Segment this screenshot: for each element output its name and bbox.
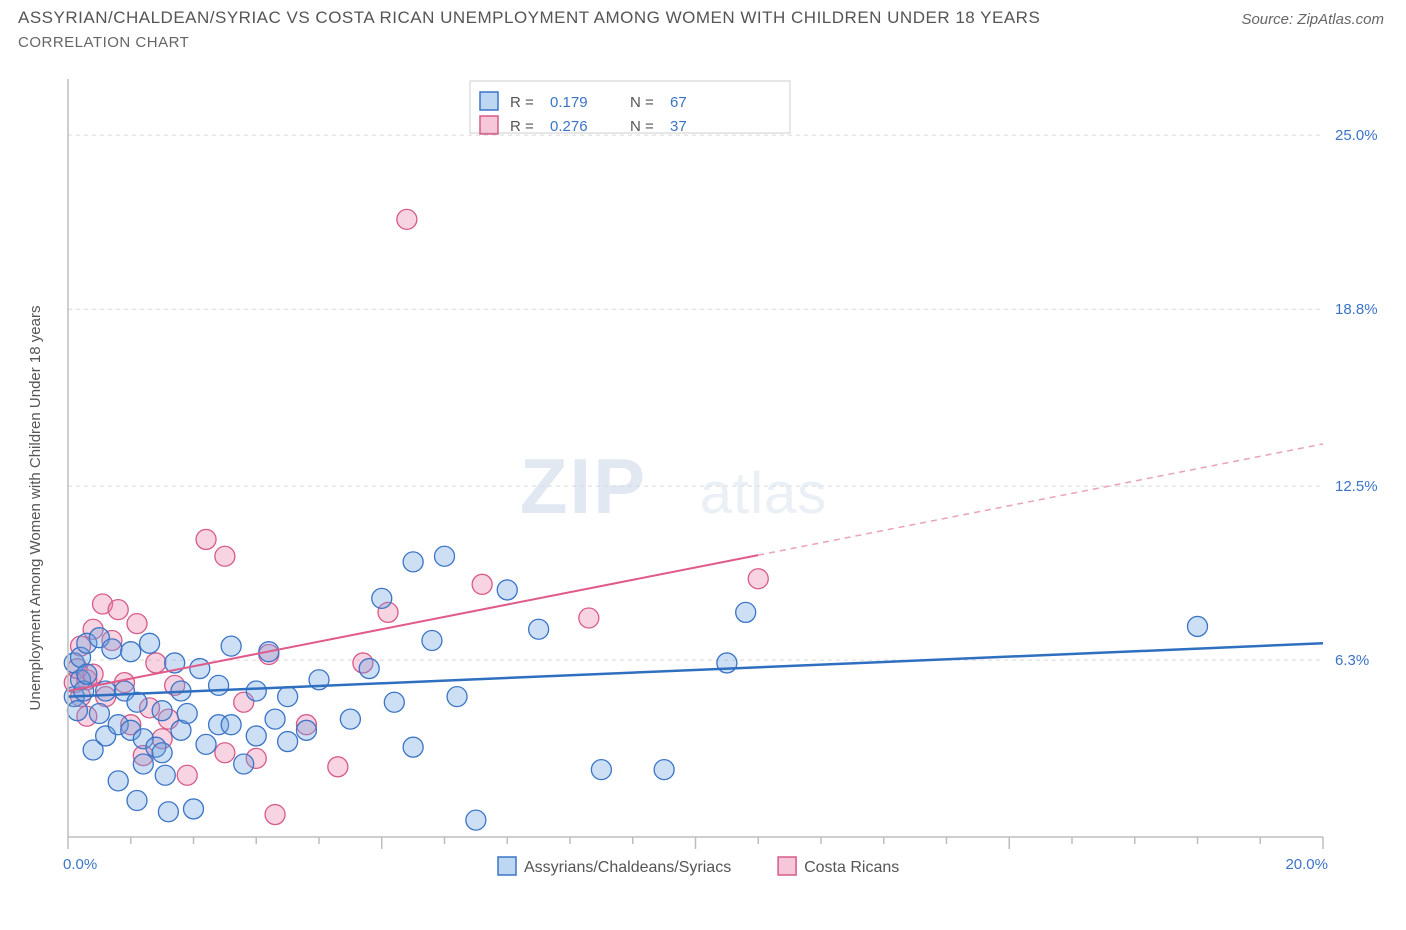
legend-r-value: 0.276 [550,118,588,135]
data-point [184,799,204,819]
y-tick-label: 6.3% [1335,652,1369,669]
data-point [591,760,611,780]
data-point [196,734,216,754]
chart-container: 6.3% 12.5% 18.8% 25.0% ZIP atlas 0.0% 20.0% Unem… [18,67,1388,887]
source-attribution: Source: ZipAtlas.com [1241,11,1384,28]
legend-series-label: Costa Ricans [804,859,899,876]
data-point [466,810,486,830]
data-point [296,720,316,740]
data-point [209,675,229,695]
legend-swatch [498,857,516,875]
legend-swatch [480,116,498,134]
data-point [422,630,442,650]
x-max-label: 20.0% [1285,856,1328,873]
data-point [397,209,417,229]
data-point [89,703,109,723]
data-point [67,701,87,721]
data-point [215,743,235,763]
x-min-label: 0.0% [63,856,97,873]
legend-r-value: 0.179 [550,94,588,111]
data-point [265,709,285,729]
data-point [108,600,128,620]
data-point [127,791,147,811]
data-point [121,642,141,662]
data-point [435,546,455,566]
data-point [108,771,128,791]
data-point [328,757,348,777]
data-point [140,633,160,653]
data-point [127,614,147,634]
data-point [278,687,298,707]
data-point [384,692,404,712]
data-point [447,687,467,707]
watermark: ZIP [520,442,647,530]
legend-r-label: R = [510,94,534,111]
chart-title: ASSYRIAN/CHALDEAN/SYRIAC VS COSTA RICAN … [18,8,1040,28]
data-point [234,754,254,774]
y-tick-label: 18.8% [1335,301,1378,318]
data-point [278,732,298,752]
y-tick-label: 12.5% [1335,478,1378,495]
scatter-plot: 6.3% 12.5% 18.8% 25.0% ZIP atlas 0.0% 20.0% Unem… [18,67,1388,887]
data-point [155,765,175,785]
data-point [215,546,235,566]
data-point [265,805,285,825]
data-point [529,619,549,639]
data-point [472,574,492,594]
data-point [177,703,197,723]
trend-line [68,643,1323,696]
data-point [579,608,599,628]
y-tick-label: 25.0% [1335,127,1378,144]
data-point [654,760,674,780]
data-point [246,681,266,701]
data-point [221,715,241,735]
data-point [196,529,216,549]
legend-r-label: R = [510,118,534,135]
data-point [497,580,517,600]
legend-n-label: N = [630,118,654,135]
data-point [77,664,97,684]
data-point [403,552,423,572]
legend-swatch [778,857,796,875]
data-point [190,659,210,679]
data-point [340,709,360,729]
data-point [403,737,423,757]
data-point [152,701,172,721]
data-point [102,639,122,659]
legend-swatch [480,92,498,110]
data-point [177,765,197,785]
legend-n-value: 37 [670,118,687,135]
data-point [736,602,756,622]
data-point [221,636,241,656]
y-axis-label: Unemployment Among Women with Children U… [27,306,44,711]
legend-n-label: N = [630,94,654,111]
data-point [1188,616,1208,636]
chart-subtitle: CORRELATION CHART [0,32,1406,61]
data-point [152,743,172,763]
data-point [748,569,768,589]
data-point [146,653,166,673]
watermark: atlas [700,461,828,526]
data-point [158,802,178,822]
trend-line-extrapolated [758,444,1323,555]
data-point [246,726,266,746]
data-point [133,754,153,774]
data-point [372,588,392,608]
legend-series-label: Assyrians/Chaldeans/Syriacs [524,859,731,876]
legend-n-value: 67 [670,94,687,111]
data-point [359,659,379,679]
